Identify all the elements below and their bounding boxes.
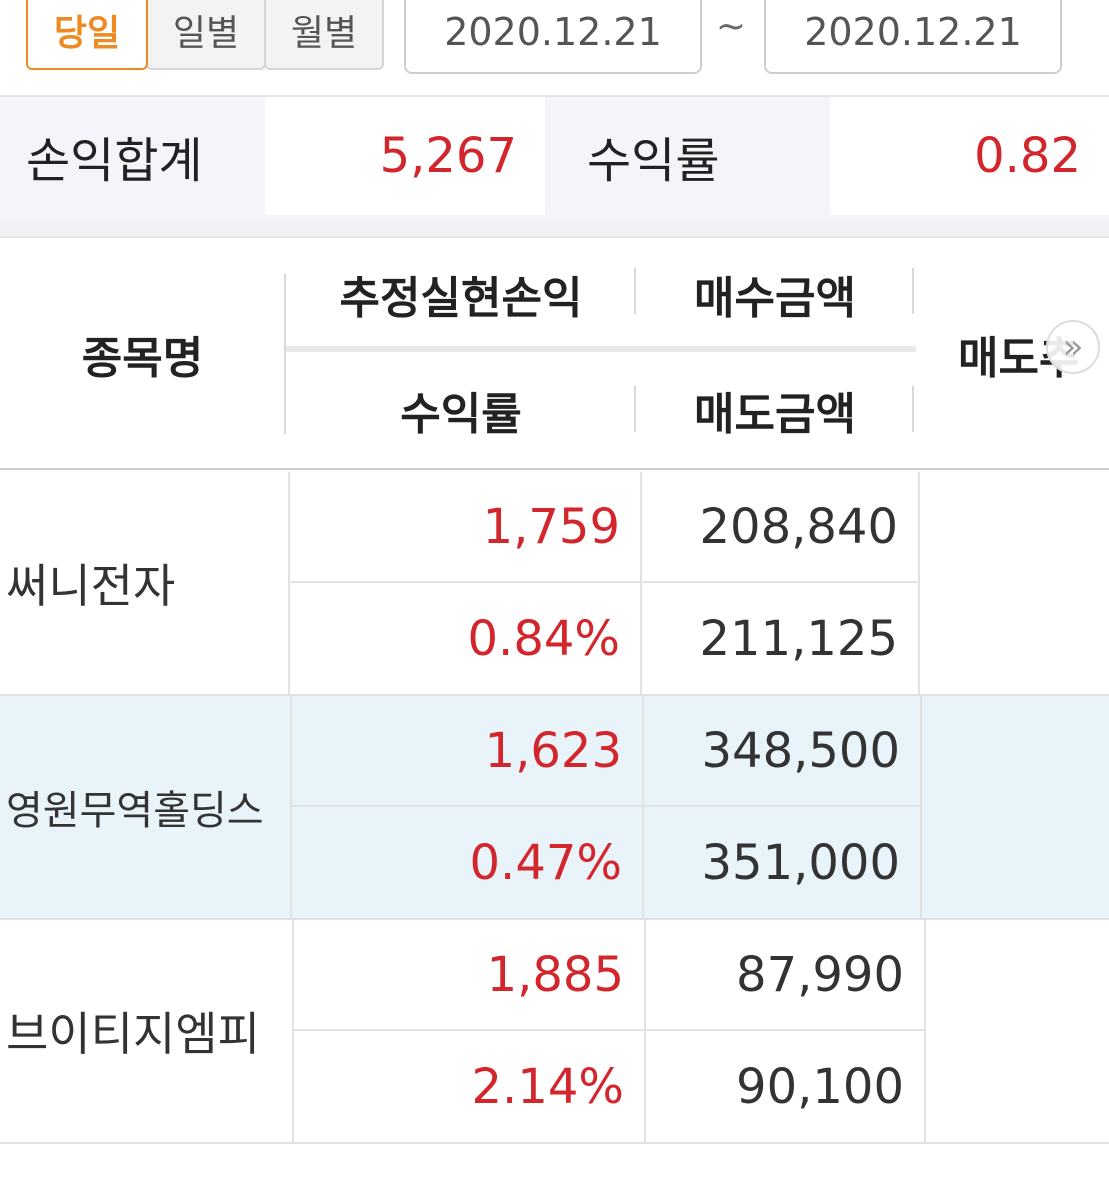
table-row[interactable]: 영원무역홀딩스 1,623 348,500 0.47% 351,000	[0, 696, 1109, 920]
realized-pl-value: 1,759	[288, 472, 640, 583]
header-realized-pl: 추정실현손익	[339, 273, 583, 324]
stock-name: 브이티지엠피	[6, 1007, 260, 1061]
filter-bar: 당일 일별 월별 2020.12.21 ~ 2020.12.21	[0, 0, 1109, 95]
realized-pl-value: 1,623	[290, 696, 642, 807]
buy-amount-value: 87,990	[644, 920, 924, 1031]
return-rate-label: 수익률	[587, 133, 720, 189]
buy-amount-value: 208,840	[640, 472, 918, 583]
realized-pl-value: 1,885	[292, 920, 644, 1031]
sell-amount-value: 90,100	[644, 1031, 924, 1142]
stock-name: 써니전자	[6, 559, 176, 613]
date-to-field[interactable]: 2020.12.21	[764, 0, 1062, 74]
sell-amount-value: 211,125	[640, 583, 918, 694]
next-column-cell	[920, 696, 1109, 918]
header-return-rate: 수익률	[400, 389, 522, 440]
header-stock-name: 종목명	[81, 333, 204, 384]
table-row[interactable]: 써니전자 1,759 208,840 0.84% 211,125	[0, 472, 1109, 696]
profit-sum-label: 손익합계	[26, 133, 203, 189]
return-rate-value: 0.84%	[288, 583, 640, 694]
next-column-cell	[918, 472, 1109, 694]
date-range-separator: ~	[715, 6, 747, 47]
stock-name: 영원무역홀딩스	[6, 788, 264, 834]
return-rate-value: 0.47%	[290, 807, 642, 918]
next-column-cell	[924, 920, 1109, 1142]
period-tab-daily[interactable]: 일별	[146, 0, 266, 70]
return-rate-value: 2.14%	[292, 1031, 644, 1142]
summary-bar: 손익합계 5,267 수익률 0.82	[0, 95, 1109, 220]
profit-sum-value: 5,267	[265, 97, 545, 215]
section-divider	[0, 220, 1109, 238]
period-tab-today[interactable]: 당일	[26, 0, 148, 70]
table-row[interactable]: 브이티지엠피 1,885 87,990 2.14% 90,100	[0, 920, 1109, 1144]
header-sell-amount: 매도금액	[694, 389, 856, 440]
return-rate-value: 0.82	[830, 97, 1109, 215]
table-header: 종목명 추정실현손익 매수금액 수익률 매도금액 매도추	[0, 238, 1109, 470]
date-from-field[interactable]: 2020.12.21	[404, 0, 702, 74]
buy-amount-value: 348,500	[642, 696, 920, 807]
header-buy-amount: 매수금액	[694, 273, 856, 324]
period-tab-monthly[interactable]: 월별	[264, 0, 384, 70]
scroll-right-icon[interactable]: »	[1046, 320, 1100, 374]
sell-amount-value: 351,000	[642, 807, 920, 918]
